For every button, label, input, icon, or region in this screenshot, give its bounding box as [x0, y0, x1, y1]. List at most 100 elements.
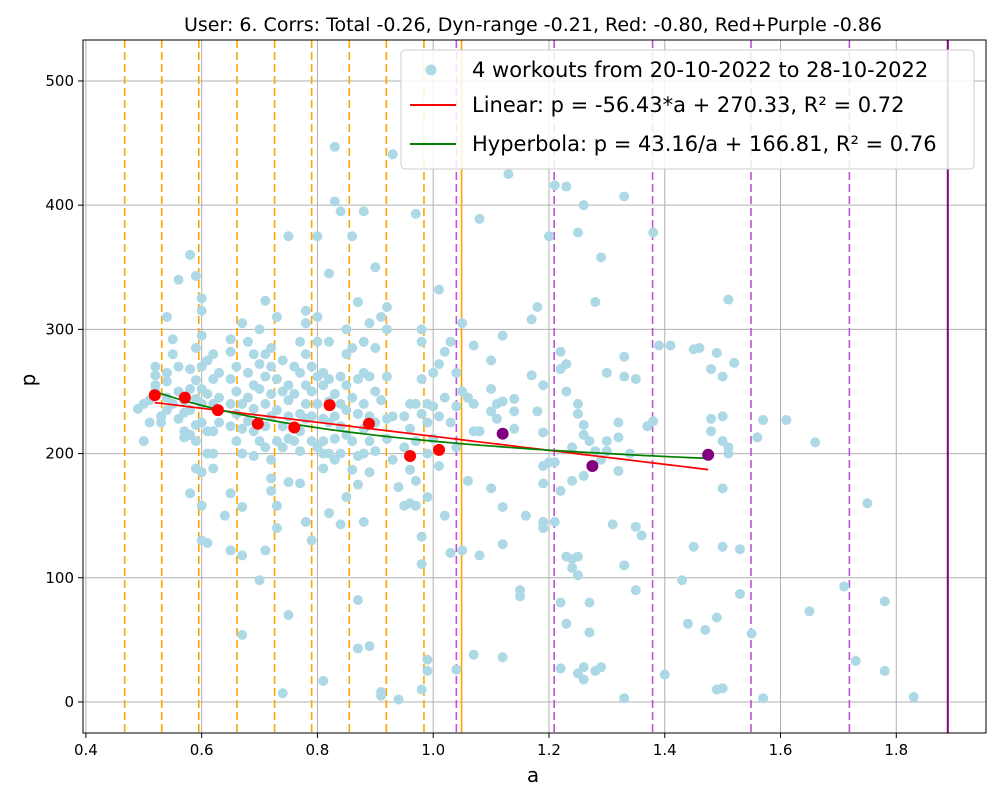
scatter-point: [318, 675, 329, 686]
scatter-point: [416, 559, 427, 570]
red-mean-point: [211, 404, 224, 417]
scatter-point: [376, 395, 387, 406]
scatter-point: [225, 346, 236, 357]
scatter-point: [561, 359, 572, 370]
scatter-point: [532, 302, 543, 313]
scatter-point: [468, 398, 479, 409]
scatter-point: [410, 475, 421, 486]
scatter-point: [295, 446, 306, 457]
scatter-point: [214, 367, 225, 378]
scatter-point: [266, 361, 277, 372]
scatter-point: [601, 436, 612, 447]
red-mean-point: [362, 417, 375, 430]
scatter-point: [561, 618, 572, 629]
scatter-point: [364, 436, 375, 447]
y-tick-label: 300: [45, 320, 74, 338]
scatter-point: [503, 169, 514, 180]
scatter-point: [706, 426, 717, 437]
scatter-point: [202, 537, 213, 548]
scatter-point: [219, 510, 230, 521]
y-tick-label: 500: [45, 72, 74, 90]
scatter-point: [364, 318, 375, 329]
scatter-point: [306, 386, 317, 397]
scatter-point: [202, 388, 213, 399]
scatter-point: [717, 371, 728, 382]
scatter-point: [341, 492, 352, 503]
scatter-point: [497, 539, 508, 550]
scatter-point: [486, 383, 497, 394]
scatter-point: [266, 388, 277, 399]
scatter-point: [295, 336, 306, 347]
scatter-point: [312, 231, 323, 242]
scatter-point: [329, 411, 340, 422]
scatter-point: [578, 662, 589, 673]
scatter-point: [156, 417, 167, 428]
scatter-point: [329, 141, 340, 152]
x-tick-label: 1.0: [421, 741, 445, 759]
scatter-point: [318, 463, 329, 474]
scatter-point: [445, 417, 456, 428]
scatter-point: [173, 361, 184, 372]
scatter-point: [266, 454, 277, 465]
scatter-point: [572, 570, 583, 581]
hyperbola-fit-line: [154, 390, 709, 460]
scatter-point: [173, 274, 184, 285]
scatter-point: [526, 370, 537, 381]
scatter-point: [399, 411, 410, 422]
scatter-point: [625, 448, 636, 459]
scatter-point: [329, 196, 340, 207]
scatter-point: [410, 208, 421, 219]
scatter-point: [648, 416, 659, 427]
scatter-point: [711, 347, 722, 358]
scatter-point: [150, 370, 161, 381]
scatter-point: [781, 415, 792, 426]
scatter-point: [613, 432, 624, 443]
scatter-point: [237, 501, 248, 512]
scatter-point: [196, 293, 207, 304]
scatter-point: [584, 627, 595, 638]
scatter-point: [138, 436, 149, 447]
scatter-point: [254, 324, 265, 335]
legend-box: [400, 49, 975, 170]
scatter-point: [324, 374, 335, 385]
scatter-point: [364, 467, 375, 478]
scatter-point: [208, 448, 219, 459]
scatter-point: [445, 336, 456, 347]
scatter-point: [358, 516, 369, 527]
scatter-point: [335, 448, 346, 459]
scatter-point: [567, 562, 578, 573]
axis-ticks: 0.4 0.6 0.8 1.0 1.2 1.4 1.6 1.8 0 100 200 300 400 500: [45, 72, 908, 759]
x-tick-label: 0.6: [190, 741, 214, 759]
scatter-point: [387, 411, 398, 422]
scatter-point: [601, 446, 612, 457]
scatter-point: [410, 436, 421, 447]
scatter-point: [433, 411, 444, 422]
scatter-point: [196, 500, 207, 511]
scatter-point: [399, 442, 410, 453]
scatter-point: [208, 463, 219, 474]
scatter-point: [433, 284, 444, 295]
scatter-point: [358, 448, 369, 459]
scatter-point: [295, 478, 306, 489]
scatter-point: [277, 355, 288, 366]
scatter-point: [532, 406, 543, 417]
scatter-point: [248, 403, 259, 414]
scatter-point: [277, 421, 288, 432]
scatter-point: [653, 340, 664, 351]
scatter-point: [254, 575, 265, 586]
scatter-point: [572, 227, 583, 238]
scatter-point: [590, 446, 601, 457]
scatter-point: [706, 413, 717, 424]
scatter-point: [549, 516, 560, 527]
scatter-point: [341, 405, 352, 416]
scatter-point: [439, 510, 450, 521]
y-axis-label: p: [16, 374, 40, 387]
y-tick-label: 200: [45, 445, 74, 463]
scatter-point: [352, 297, 363, 308]
scatter-point: [717, 683, 728, 694]
scatter-point: [607, 519, 618, 530]
scatter-point: [306, 535, 317, 546]
scatter-point: [260, 371, 271, 382]
scatter-point: [352, 479, 363, 490]
scatter-point: [289, 388, 300, 399]
